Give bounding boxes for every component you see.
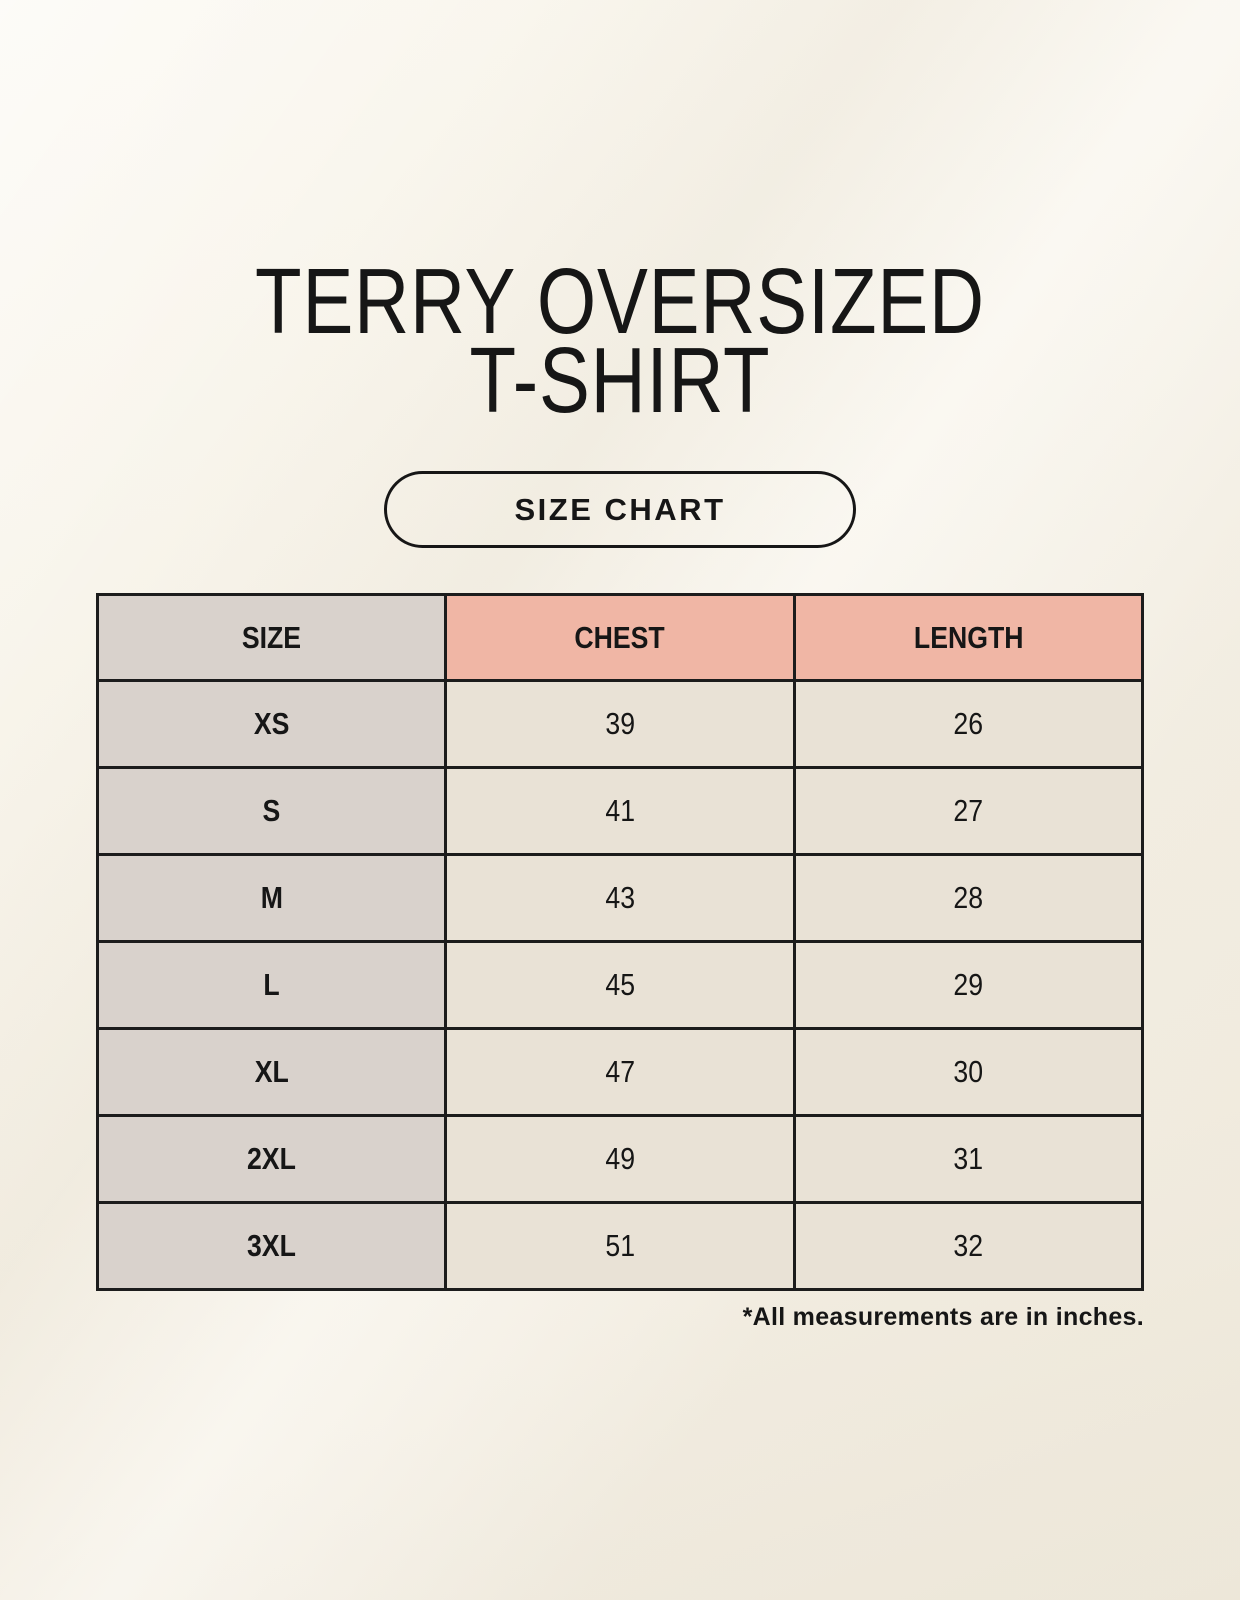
table-row: XL 47 30 — [95, 1027, 1145, 1117]
size-cell: XL — [95, 1027, 448, 1117]
header-length-label: LENGTH — [913, 619, 1024, 655]
header-chest: CHEST — [444, 593, 796, 682]
length-cell: 29 — [792, 940, 1145, 1030]
product-title-line2: T-SHIRT — [469, 328, 771, 432]
length-cell: 31 — [792, 1114, 1145, 1204]
product-title: TERRY OVERSIZED T-SHIRT — [112, 0, 1129, 427]
size-chart-badge: SIZE CHART — [384, 471, 856, 548]
length-cell: 27 — [792, 766, 1145, 856]
length-cell: 32 — [792, 1201, 1145, 1291]
header-size-label: SIZE — [242, 619, 302, 655]
product-title-line1: TERRY OVERSIZED — [255, 249, 985, 353]
table-header-row: SIZE CHEST LENGTH — [95, 593, 1145, 682]
table-row: 2XL 49 31 — [95, 1114, 1145, 1204]
chest-cell: 39 — [444, 679, 796, 769]
length-cell: 28 — [792, 853, 1145, 943]
header-chest-label: CHEST — [574, 619, 666, 655]
chest-cell: 43 — [444, 853, 796, 943]
measurements-footnote: *All measurements are in inches. — [742, 1303, 1144, 1331]
size-cell: 2XL — [95, 1114, 448, 1204]
size-table-container: SIZE CHEST LENGTH XS 39 26 S 41 27 — [95, 593, 1145, 1332]
size-chart-badge-label: SIZE CHART — [514, 491, 726, 527]
table-row: XS 39 26 — [95, 679, 1145, 769]
size-table: SIZE CHEST LENGTH XS 39 26 S 41 27 — [95, 593, 1145, 1291]
table-row: S 41 27 — [95, 766, 1145, 856]
chest-cell: 41 — [444, 766, 796, 856]
chest-cell: 45 — [444, 940, 796, 1030]
length-cell: 26 — [792, 679, 1145, 769]
chest-cell: 51 — [444, 1201, 796, 1291]
length-cell: 30 — [792, 1027, 1145, 1117]
table-row: 3XL 51 32 — [95, 1201, 1145, 1291]
table-row: M 43 28 — [95, 853, 1145, 943]
size-cell: 3XL — [95, 1201, 448, 1291]
size-cell: S — [95, 766, 448, 856]
size-cell: L — [95, 940, 448, 1030]
size-cell: XS — [95, 679, 448, 769]
size-cell: M — [95, 853, 448, 943]
chest-cell: 47 — [444, 1027, 796, 1117]
header-length: LENGTH — [792, 593, 1145, 682]
chest-cell: 49 — [444, 1114, 796, 1204]
header-size: SIZE — [95, 593, 448, 682]
table-row: L 45 29 — [95, 940, 1145, 1030]
